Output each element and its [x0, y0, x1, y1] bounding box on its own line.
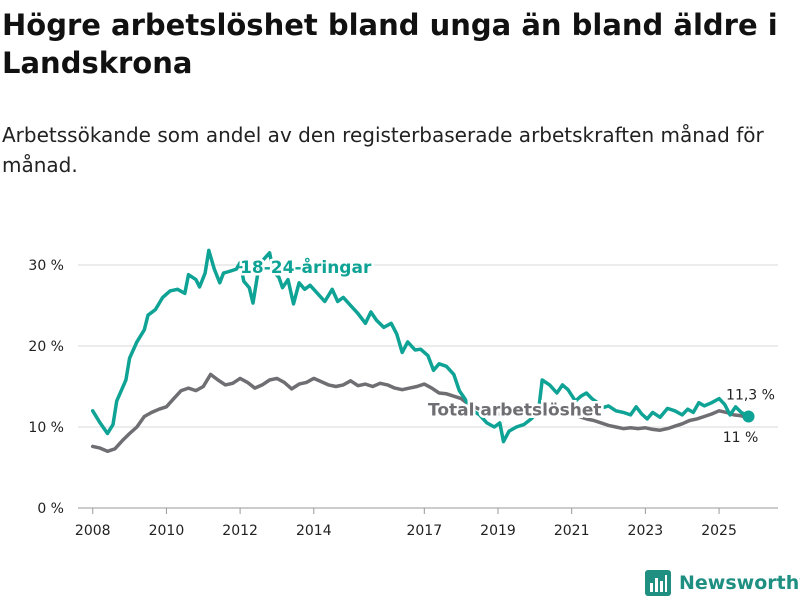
page-title: Högre arbetslöshet bland unga än bland ä… [2, 8, 778, 80]
end-point-marker [742, 410, 755, 423]
y-tick-label: 0 % [37, 501, 64, 517]
brand-name: Newsworthy [679, 572, 800, 594]
x-tick-label: 2008 [75, 523, 111, 539]
y-tick-label: 20 % [28, 339, 64, 355]
x-tick-label: 2021 [554, 523, 590, 539]
bar-chart-logo-icon [645, 570, 671, 596]
end-label-youth: 11,3 % [726, 387, 775, 403]
y-tick-label: 10 % [28, 420, 64, 436]
x-tick-label: 2014 [296, 523, 332, 539]
series-line-youth [90, 248, 751, 444]
x-tick-label: 2025 [701, 523, 737, 539]
series-label-total: Total arbetslöshet [428, 401, 602, 421]
x-tick-label: 2019 [480, 523, 516, 539]
x-tick-label: 2010 [149, 523, 185, 539]
end-label-total: 11 % [723, 430, 759, 446]
x-tick-label: 2012 [222, 523, 258, 539]
series-label-youth: 18-24-åringar [240, 256, 372, 278]
x-tick-label: 2017 [406, 523, 442, 539]
series-line-total [90, 372, 751, 454]
y-tick-label: 30 % [28, 258, 64, 274]
x-tick-label: 2023 [628, 523, 664, 539]
chart-subtitle: Arbetssökande som andel av den registerb… [2, 123, 764, 177]
newsworthy-brand: Newsworthy [645, 568, 800, 598]
